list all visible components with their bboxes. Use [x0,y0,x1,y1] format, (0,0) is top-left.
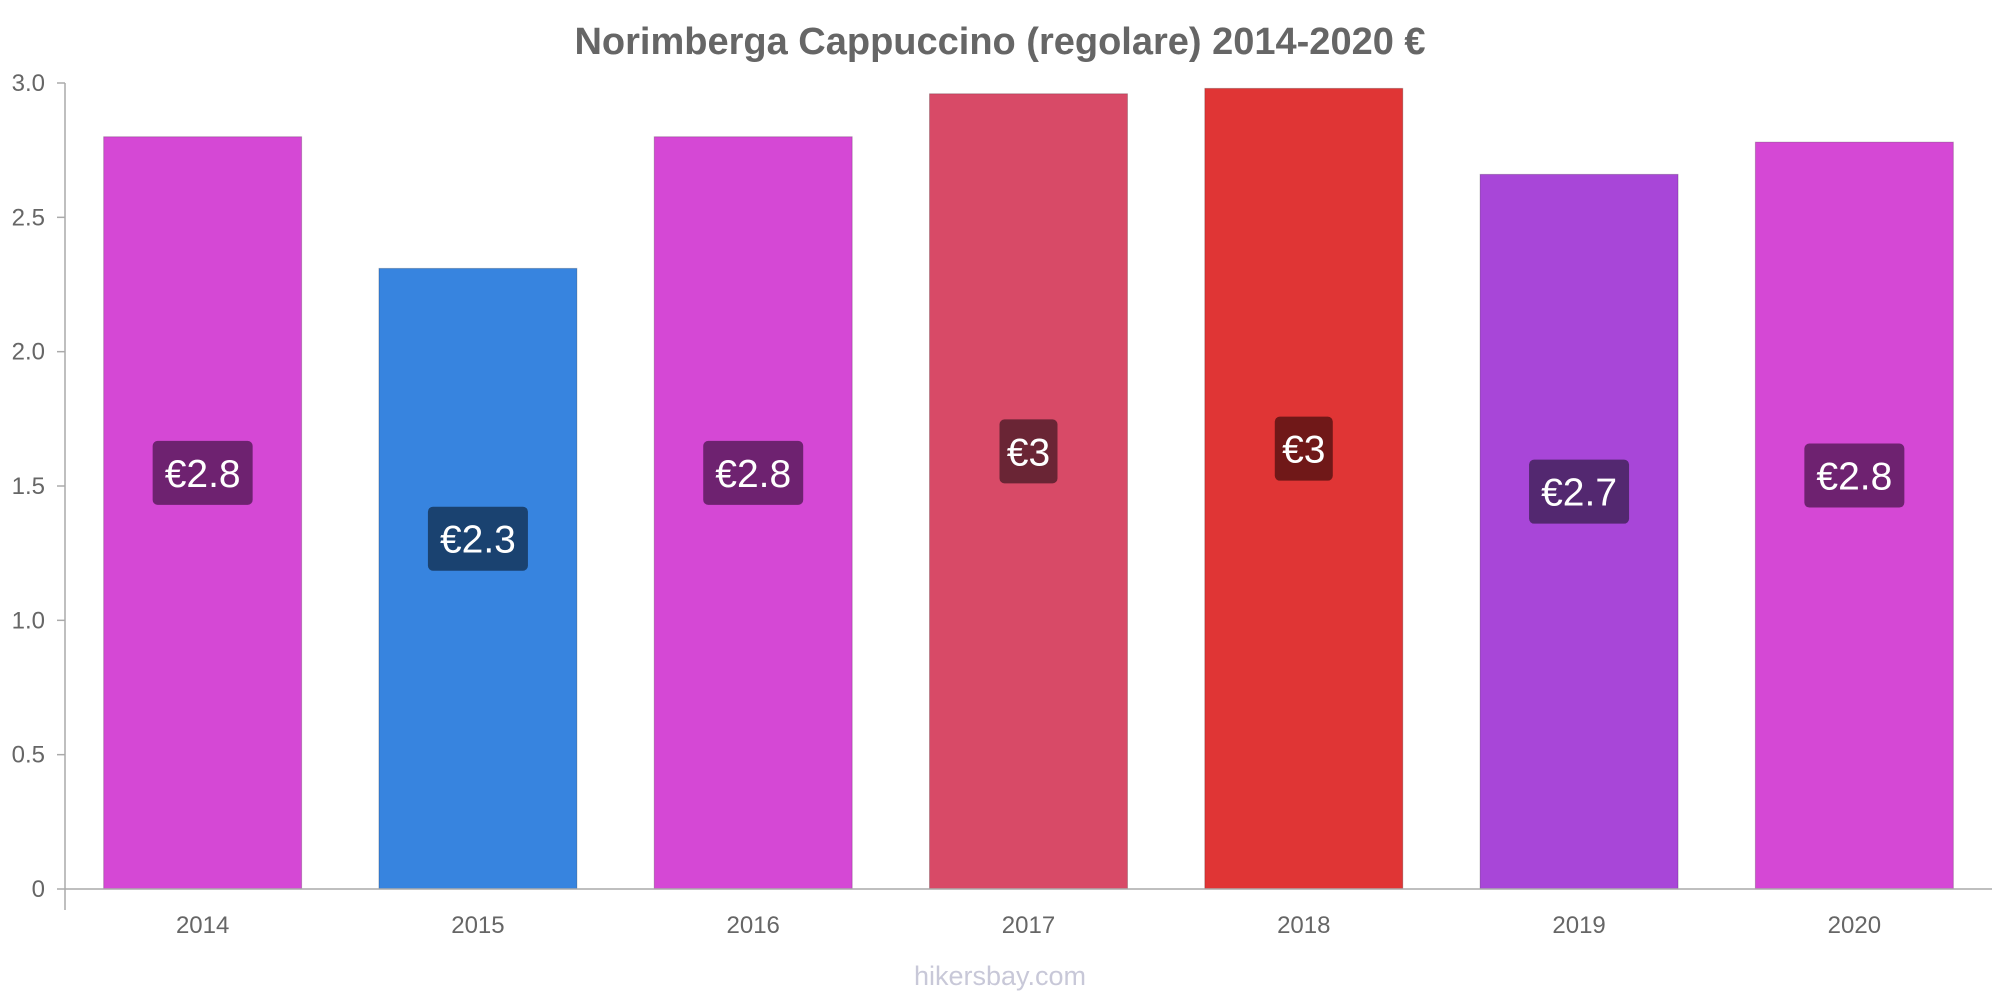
data-label-2019: €2.7 [1541,472,1617,515]
data-label-2016: €2.8 [715,453,791,496]
x-tick-label: 2016 [727,912,780,939]
data-label-bg-2017 [999,419,1058,484]
chart-title: Norimberga Cappuccino (regolare) 2014-20… [574,21,1425,63]
bar-2015 [378,267,578,890]
x-tick-label: 2020 [1828,912,1881,939]
watermark: hikersbay.com [914,961,1086,991]
y-tick-label: 1.5 [12,473,45,500]
y-tick-label: 0.5 [12,742,45,769]
x-axis: 2014 2015 2016 2017 2018 2019 2020 [65,888,1992,939]
y-tick-label: 1.0 [12,607,45,634]
y-tick-label: 0 [32,876,45,903]
bar-2018 [1204,87,1404,890]
y-axis: 0 0.5 1.0 1.5 2.0 2.5 3.0 [12,70,66,910]
data-label-bg-2015 [427,506,528,571]
data-label-2020: €2.8 [1816,456,1892,499]
x-tick-label: 2019 [1552,912,1605,939]
data-label-bg-2018 [1274,416,1333,481]
x-tick-label: 2018 [1277,912,1330,939]
data-label-2015: €2.3 [440,519,516,562]
bar-2017 [929,93,1128,890]
data-label-2018: €3 [1282,429,1325,472]
bar-2019 [1479,173,1679,890]
y-tick-label: 2.0 [12,339,45,366]
data-label-2017: €3 [1007,431,1050,474]
data-label-bg-2019 [1529,459,1630,524]
x-tick-label: 2017 [1002,912,1055,939]
data-label-bg-2014 [152,440,253,505]
data-label-bg-2020 [1804,443,1905,508]
y-tick-label: 2.5 [12,204,45,231]
data-label-2014: €2.8 [165,453,241,496]
data-label-bg-2016 [703,440,804,505]
bar-2014 [103,136,303,890]
x-tick-label: 2015 [451,912,504,939]
bar-2020 [1754,141,1954,890]
y-tick-label: 3.0 [12,70,45,97]
bar-2016 [653,136,853,890]
x-tick-label: 2014 [176,912,229,939]
bars: €2.8 €2.3 €2.8 €3 €3 €2.7 €2.8 [103,87,1954,890]
